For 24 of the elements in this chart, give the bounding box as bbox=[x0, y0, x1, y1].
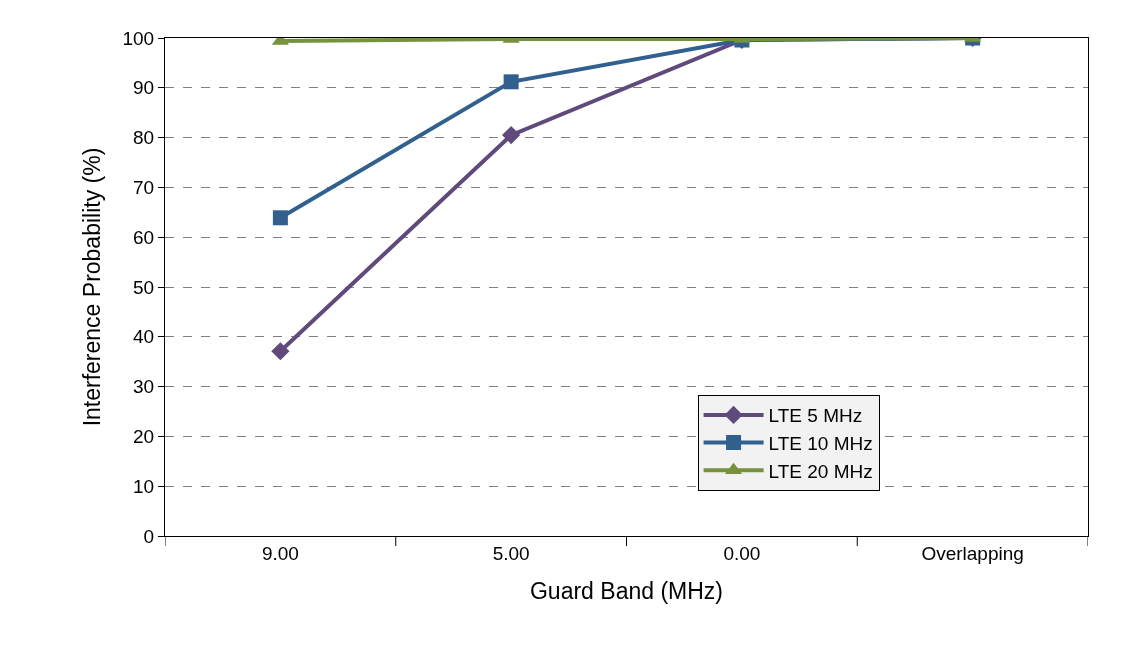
y-tick-label: 80 bbox=[133, 127, 155, 149]
y-tick-label: 30 bbox=[133, 376, 155, 398]
y-tick-label: 90 bbox=[133, 77, 155, 99]
legend-label: LTE 20 MHz bbox=[768, 460, 873, 482]
y-tick-label: 60 bbox=[133, 226, 155, 248]
x-tick-label: Overlapping bbox=[921, 542, 1024, 564]
y-axis-title: Interference Probability (%) bbox=[78, 147, 105, 427]
y-tick-label: 40 bbox=[133, 326, 155, 348]
x-tick-label: 5.00 bbox=[492, 542, 530, 564]
y-tick-label: 20 bbox=[133, 426, 155, 448]
point bbox=[502, 126, 521, 145]
x-tick-label: 0.00 bbox=[723, 542, 761, 564]
y-tick-label: 0 bbox=[143, 525, 155, 547]
point bbox=[272, 210, 288, 226]
legend-label: LTE 10 MHz bbox=[768, 433, 873, 455]
legend-label: LTE 5 MHz bbox=[768, 405, 863, 427]
y-tick-label: 70 bbox=[133, 177, 155, 199]
point bbox=[271, 342, 290, 361]
x-tick-label: 9.00 bbox=[261, 542, 299, 564]
x-axis-title: Guard Band (MHz) bbox=[529, 578, 724, 605]
y-tick-label: 10 bbox=[133, 475, 155, 497]
y-tick-label: 50 bbox=[133, 276, 155, 298]
y-tick-label: 100 bbox=[122, 27, 155, 49]
point bbox=[503, 74, 519, 90]
